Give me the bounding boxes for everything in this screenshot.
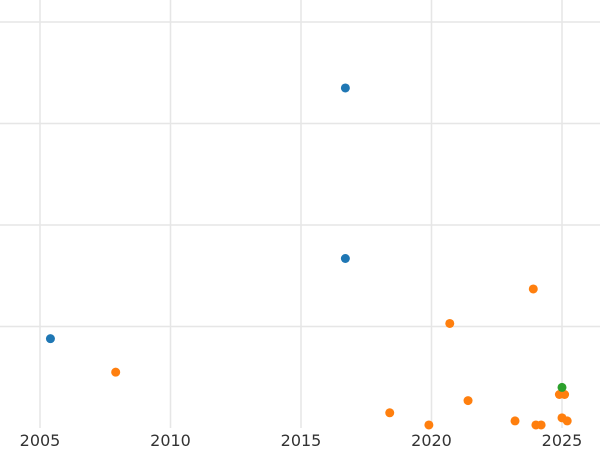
data-point-series-2 xyxy=(536,420,546,430)
data-point-series-2 xyxy=(111,367,121,377)
data-point-series-2 xyxy=(562,416,572,426)
x-tick-label: 2025 xyxy=(542,431,583,450)
data-points xyxy=(45,83,572,430)
data-point-series-2 xyxy=(528,284,538,294)
x-tick-label: 2005 xyxy=(20,431,61,450)
data-point-series-2 xyxy=(560,390,570,400)
data-point-series-1 xyxy=(45,334,55,344)
data-point-series-2 xyxy=(424,420,434,430)
data-point-series-3 xyxy=(557,382,567,392)
x-tick-label: 2010 xyxy=(150,431,191,450)
data-point-series-1 xyxy=(340,253,350,263)
data-point-series-2 xyxy=(463,396,473,406)
data-point-series-2 xyxy=(445,318,455,328)
data-point-series-1 xyxy=(340,83,350,93)
data-point-series-2 xyxy=(385,408,395,418)
x-axis-tick-labels: 2005 2010 2015 2020 2025 xyxy=(20,431,583,450)
x-tick-label: 2020 xyxy=(411,431,452,450)
data-point-series-2 xyxy=(510,416,520,426)
x-tick-label: 2015 xyxy=(281,431,322,450)
grid-lines xyxy=(0,0,600,428)
